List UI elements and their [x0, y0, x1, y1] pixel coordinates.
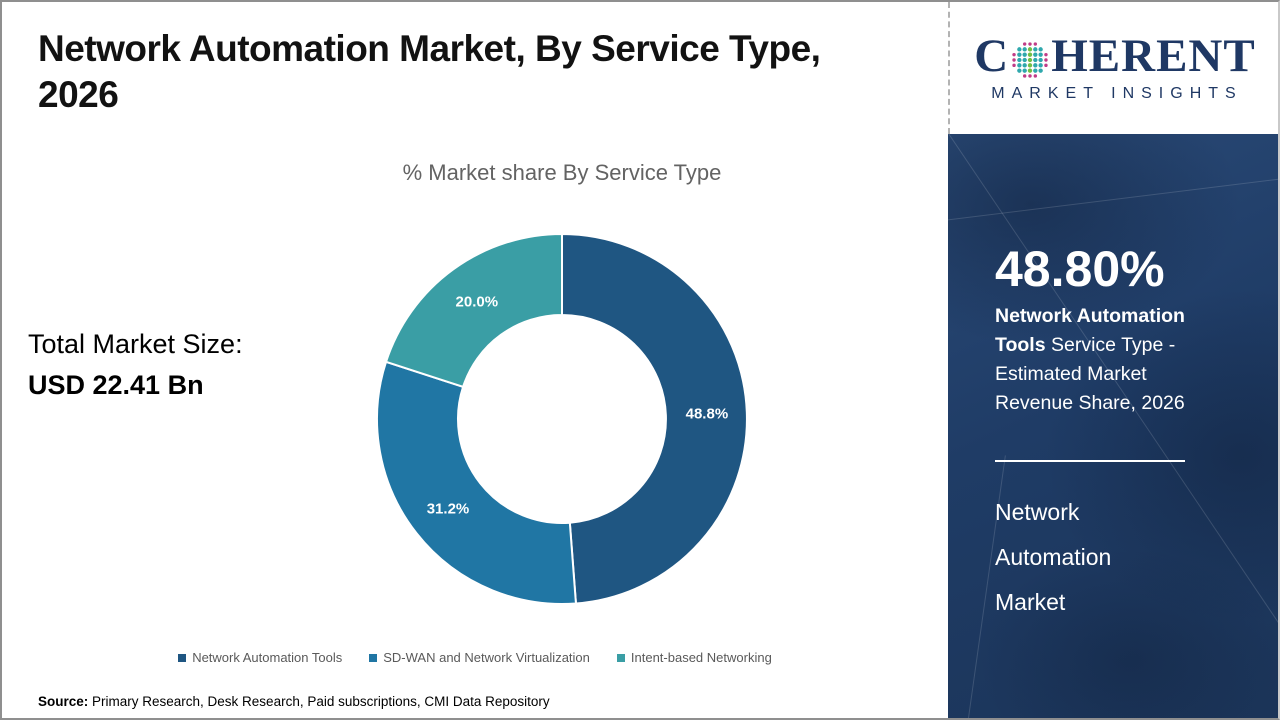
- stat-description: Network Automation Tools Service Type - …: [995, 302, 1215, 418]
- logo-globe-icon: [1012, 41, 1048, 78]
- map-texture-line: [948, 166, 1278, 227]
- chart-legend: Network Automation Tools SD-WAN and Netwo…: [2, 650, 948, 665]
- chart-title: % Market share By Service Type: [402, 160, 722, 185]
- legend-marker-icon: [369, 653, 378, 662]
- total-market-size: Total Market Size: USD 22.41 Bn: [28, 324, 243, 406]
- legend-marker-icon: [178, 653, 187, 662]
- page-title: Network Automation Market, By Service Ty…: [38, 26, 821, 118]
- sidebar: C HERENT MARKET INSIGHTS 48.80% Network …: [948, 2, 1278, 718]
- logo-letters-rest: HERENT: [1051, 30, 1256, 82]
- market-name-line2: Automation: [995, 544, 1112, 570]
- slice-label: 31.2%: [427, 501, 470, 518]
- donut-slice: [376, 360, 578, 605]
- brand-logo-subtitle: MARKET INSIGHTS: [991, 85, 1243, 102]
- total-market-size-label: Total Market Size:: [28, 329, 243, 359]
- source-text: Primary Research, Desk Research, Paid su…: [88, 694, 550, 709]
- market-name: Network Automation Market: [995, 490, 1111, 625]
- stat-value: 48.80%: [995, 241, 1165, 297]
- sidebar-panel: 48.80% Network Automation Tools Service …: [948, 134, 1278, 718]
- total-market-size-value: USD 22.41 Bn: [28, 370, 204, 400]
- brand-logo: C HERENT: [974, 33, 1255, 80]
- legend-label: SD-WAN and Network Virtualization: [383, 650, 590, 665]
- donut-slice: [384, 232, 563, 389]
- page-title-line1: Network Automation Market, By Service Ty…: [38, 28, 821, 69]
- stat-description-rest: Service Type - Estimated Market Revenue …: [995, 334, 1185, 414]
- logo-letter-c: C: [974, 30, 1010, 82]
- donut-chart-svg: 48.8% 31.2% 20.0%: [376, 232, 748, 605]
- stat-description-bold: Network Automation Tools: [995, 305, 1185, 356]
- legend-item: Network Automation Tools: [178, 650, 342, 665]
- map-texture-line: [948, 134, 1278, 714]
- page-title-line2: 2026: [38, 74, 119, 115]
- legend-marker-icon: [616, 653, 625, 662]
- donut-slice: [561, 232, 748, 605]
- legend-item: SD-WAN and Network Virtualization: [369, 650, 590, 665]
- legend-label: Network Automation Tools: [192, 650, 343, 665]
- slice-label: 20.0%: [456, 294, 499, 311]
- legend-item: Intent-based Networking: [616, 650, 772, 665]
- source-note: Source: Primary Research, Desk Research,…: [38, 694, 550, 709]
- market-name-line1: Network: [995, 499, 1080, 525]
- divider-line: [995, 460, 1185, 462]
- market-name-line3: Market: [995, 589, 1066, 615]
- slice-label: 48.8%: [686, 406, 729, 423]
- legend-label: Intent-based Networking: [630, 650, 772, 665]
- logo-box: C HERENT MARKET INSIGHTS: [948, 2, 1278, 134]
- source-label: Source:: [38, 694, 89, 709]
- main-panel: Network Automation Market, By Service Ty…: [2, 2, 948, 718]
